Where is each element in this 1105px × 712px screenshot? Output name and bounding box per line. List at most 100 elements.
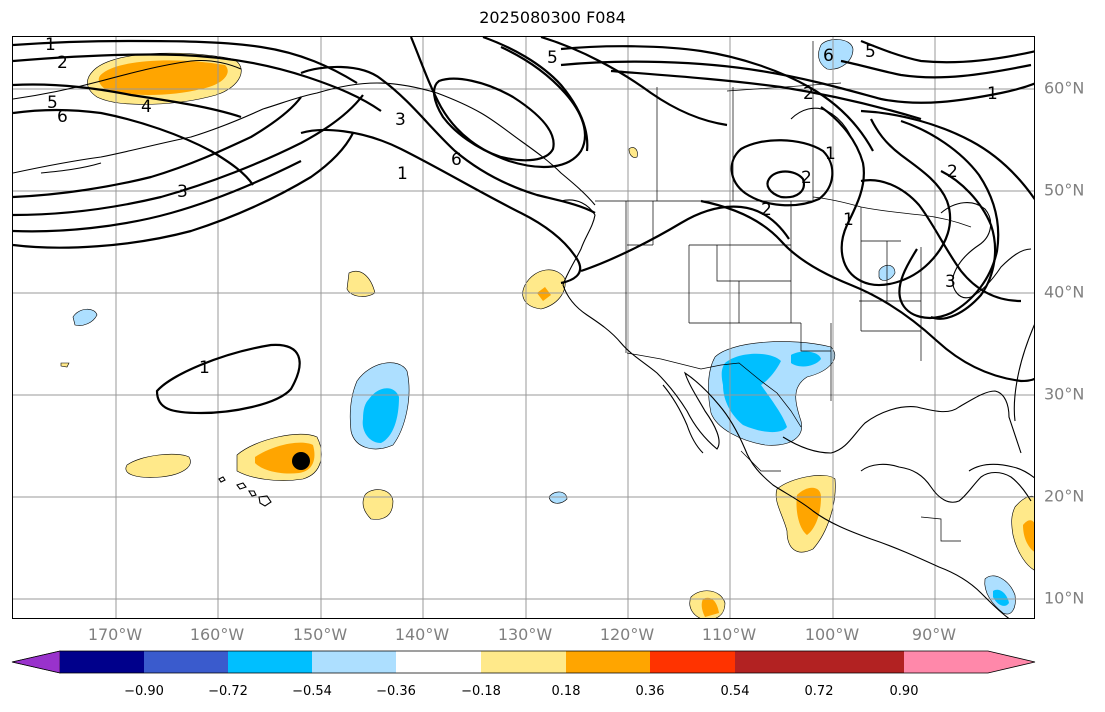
contour-label: 1 bbox=[987, 84, 998, 104]
colorbar-tick-label: 0.72 bbox=[804, 684, 834, 699]
anomaly-area bbox=[125, 453, 191, 478]
map-title: 2025080300 F084 bbox=[479, 8, 626, 27]
contour-line bbox=[409, 37, 586, 169]
contour-label: 2 bbox=[947, 162, 958, 182]
colorbar-extend-high bbox=[904, 651, 1035, 673]
contour-label: 3 bbox=[395, 110, 406, 130]
colorbar-tick-label: −0.36 bbox=[376, 684, 416, 699]
contour-line bbox=[610, 69, 922, 121]
contour-lines bbox=[13, 37, 1034, 415]
contour-line bbox=[560, 60, 1034, 104]
latitude-label: 50°N bbox=[1044, 180, 1085, 200]
graticule bbox=[13, 37, 1034, 618]
contour-line bbox=[13, 108, 254, 186]
anomaly-area bbox=[98, 60, 228, 95]
contour-label: 4 bbox=[141, 97, 152, 117]
colorbar-outline bbox=[11, 650, 1036, 674]
contour-label: 2 bbox=[761, 200, 772, 220]
contour-line bbox=[820, 106, 952, 286]
contour-label: 3 bbox=[177, 182, 188, 202]
longitude-label: 150°W bbox=[292, 625, 348, 644]
contour-line bbox=[155, 343, 301, 415]
anomaly-area bbox=[796, 487, 821, 535]
positive-anomaly-fill bbox=[60, 52, 1034, 618]
contour-line bbox=[540, 37, 728, 127]
map-canvas: 1 2 5 6 4 3 1 5 6 3 2 1 2 6 5 1 2 2 1 3 … bbox=[13, 37, 1034, 618]
contour-line bbox=[580, 205, 790, 273]
contour-line bbox=[13, 39, 358, 84]
latitude-label: 40°N bbox=[1044, 282, 1085, 302]
contour-labels: 1 2 5 6 4 3 1 5 6 3 2 1 2 6 5 1 2 2 1 3 … bbox=[45, 37, 998, 378]
latitude-label: 60°N bbox=[1044, 78, 1085, 98]
anomaly-area bbox=[362, 388, 399, 443]
baja-california bbox=[662, 384, 704, 454]
colorbar-segment bbox=[312, 651, 396, 673]
contour-line bbox=[13, 94, 364, 217]
contour-line bbox=[560, 45, 874, 152]
colorbar-segment bbox=[566, 651, 650, 673]
negative-anomaly-fill bbox=[72, 39, 1016, 615]
anomaly-area bbox=[362, 489, 394, 520]
anomaly-area bbox=[721, 353, 787, 433]
anomaly-area bbox=[537, 287, 551, 301]
anomaly-area bbox=[628, 147, 638, 158]
contour-line bbox=[13, 132, 354, 249]
contour-line bbox=[13, 96, 302, 199]
anomaly-area bbox=[1023, 520, 1034, 552]
contour-label: 1 bbox=[199, 358, 210, 378]
contour-line bbox=[840, 59, 1032, 79]
location-marker bbox=[292, 452, 310, 470]
colorbar-segment bbox=[60, 651, 144, 673]
contour-label: 1 bbox=[45, 37, 56, 55]
contour-label: 5 bbox=[865, 42, 876, 62]
contour-label: 6 bbox=[57, 107, 68, 127]
contour-line bbox=[930, 170, 997, 320]
longitude-label: 120°W bbox=[599, 625, 655, 644]
great-lakes bbox=[940, 202, 1032, 299]
latitude-label: 10°N bbox=[1044, 588, 1085, 608]
yucatan-coastline bbox=[860, 463, 1032, 503]
contour-label: 1 bbox=[843, 210, 854, 230]
contour-label: 3 bbox=[945, 272, 956, 292]
contour-line bbox=[433, 77, 555, 162]
bering-coast bbox=[13, 59, 242, 174]
canada-province-lines bbox=[656, 41, 842, 201]
us-state-lines bbox=[625, 201, 922, 401]
colorbar-segment bbox=[396, 651, 481, 673]
anomaly-area bbox=[701, 597, 719, 617]
longitude-label: 130°W bbox=[497, 625, 553, 644]
cuba-coastline bbox=[968, 463, 1034, 479]
colorbar-tick-label: 0.36 bbox=[635, 684, 665, 699]
alaska-coastline bbox=[13, 82, 596, 206]
anomaly-area bbox=[791, 351, 821, 367]
longitude-label: 90°W bbox=[911, 625, 957, 644]
colorbar-tick-label: −0.90 bbox=[124, 684, 164, 699]
colorbar-segment bbox=[228, 651, 312, 673]
anomaly-area bbox=[993, 589, 1009, 606]
colorbar-extend-low bbox=[11, 650, 61, 674]
contour-line bbox=[13, 160, 302, 233]
contour-line bbox=[482, 37, 589, 152]
colorbar-tick-label: −0.54 bbox=[292, 684, 332, 699]
contour-line bbox=[300, 128, 582, 285]
contour-line bbox=[13, 53, 382, 112]
contour-line bbox=[300, 65, 596, 214]
hawaii-islands bbox=[218, 476, 272, 507]
gulf-of-mexico-coastline bbox=[782, 390, 1022, 454]
longitude-label: 160°W bbox=[189, 625, 245, 644]
contour-line bbox=[860, 109, 1034, 201]
contour-label: 2 bbox=[801, 168, 812, 188]
longitude-label: 100°W bbox=[804, 625, 860, 644]
colorbar-tick-label: −0.72 bbox=[208, 684, 248, 699]
contour-line bbox=[860, 39, 1034, 64]
contour-label: 2 bbox=[57, 53, 68, 73]
contour-label: 5 bbox=[47, 93, 58, 113]
contour-line bbox=[730, 139, 834, 207]
anomaly-area bbox=[548, 491, 568, 504]
colorbar-segment bbox=[144, 651, 228, 673]
contour-line bbox=[766, 170, 805, 199]
colorbar-tick-label: −0.18 bbox=[461, 684, 501, 699]
political-boundaries bbox=[595, 41, 972, 542]
anomaly-area bbox=[60, 362, 70, 368]
contour-line bbox=[860, 179, 1022, 303]
